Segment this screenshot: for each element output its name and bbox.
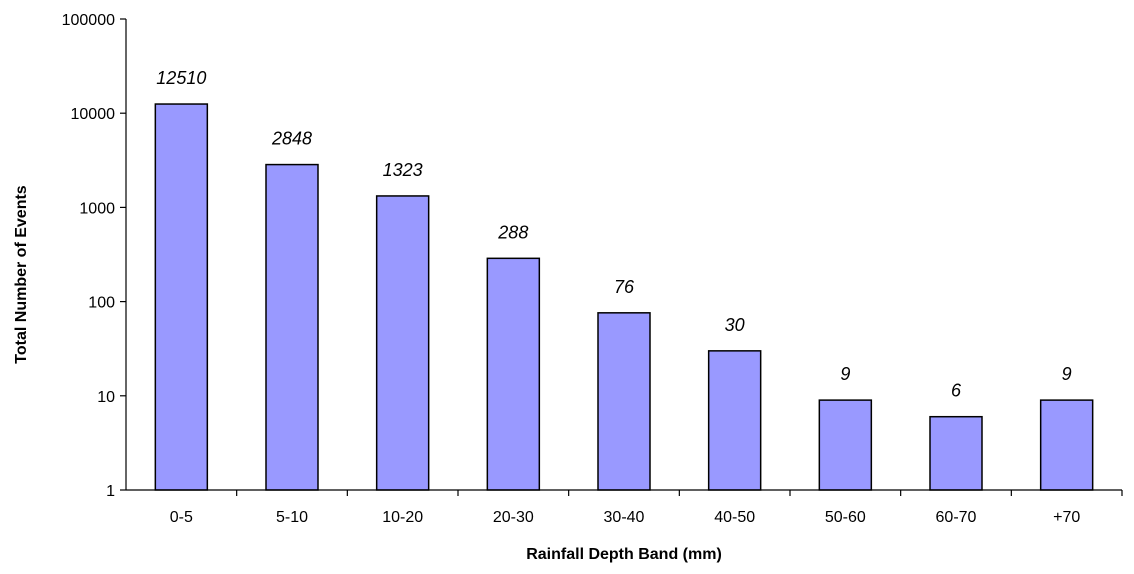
- x-tick-label: 60-70: [936, 509, 977, 526]
- data-label: 1323: [383, 160, 423, 180]
- x-axis-ticks: 0-5 5-10 10-20 20-30 30-40 40-50 50-60 60-70 +70: [170, 490, 1123, 526]
- y-tick-label: 10: [97, 389, 115, 406]
- x-axis-title: Rainfall Depth Band (mm): [526, 546, 722, 563]
- data-label: 12510: [156, 68, 206, 88]
- x-tick-label: +70: [1053, 509, 1080, 526]
- bar-50-60: [818, 399, 873, 491]
- y-axis-ticks: 1 10 100 1000 10000 100000: [62, 12, 126, 500]
- y-tick-label: 1: [106, 483, 115, 500]
- x-tick-label: 40-50: [714, 509, 755, 526]
- y-tick-label: 100: [88, 295, 115, 312]
- axes: [125, 19, 1122, 491]
- data-label: 288: [497, 222, 528, 242]
- data-label: 2848: [271, 129, 312, 149]
- x-tick-label: 10-20: [382, 509, 423, 526]
- data-label: 9: [1062, 364, 1072, 384]
- bar-0-5: [154, 103, 209, 491]
- bar-5-10: [265, 163, 319, 491]
- data-labels: 12510 2848 1323 288 76 30 9 6 9: [156, 68, 1071, 401]
- data-label: 9: [840, 364, 850, 384]
- x-tick-label: 30-40: [604, 509, 645, 526]
- bar-60-70: [929, 415, 983, 491]
- bar-20-30: [486, 257, 541, 491]
- data-label: 6: [951, 381, 962, 401]
- data-label: 30: [725, 315, 745, 335]
- x-tick-label: 50-60: [825, 509, 866, 526]
- bar-+70: [1039, 399, 1094, 491]
- bar-30-40: [597, 312, 651, 491]
- x-tick-label: 5-10: [276, 509, 308, 526]
- x-tick-label: 20-30: [493, 509, 534, 526]
- x-tick-label: 0-5: [170, 509, 193, 526]
- y-tick-label: 100000: [62, 12, 115, 29]
- bar-10-20: [375, 195, 430, 491]
- bar-40-50: [707, 350, 762, 491]
- data-label: 76: [614, 277, 635, 297]
- y-axis-title: Total Number of Events: [13, 185, 30, 363]
- y-tick-label: 1000: [79, 200, 115, 217]
- bars: [154, 103, 1094, 491]
- y-tick-label: 10000: [71, 106, 116, 123]
